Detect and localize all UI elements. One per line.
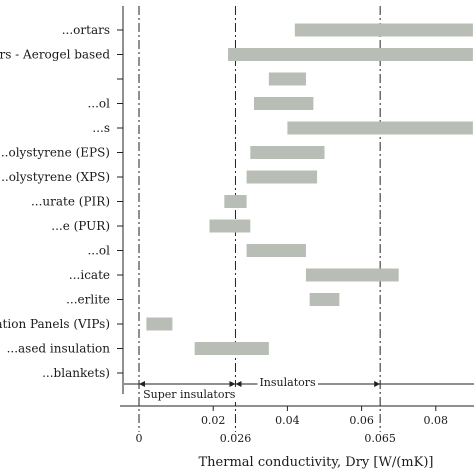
category-label: ...ortars (62, 23, 110, 37)
zone-label: Insulators (259, 376, 316, 389)
range-bar (305, 268, 399, 282)
range-bar (254, 97, 314, 110)
range-bar (250, 146, 325, 159)
x-tick-label: 0.04 (275, 414, 300, 427)
category-label: ...s (92, 121, 110, 135)
range-bar (246, 170, 318, 184)
zone-arrowhead (374, 381, 381, 387)
x-tick-label: 0.06 (349, 414, 374, 427)
range-bar (224, 195, 247, 208)
zone-label: Super insulators (143, 388, 236, 401)
range-bar (268, 72, 306, 86)
category-label: ...urate (PIR) (31, 195, 110, 209)
category-label: ...olystyrene (XPS) (0, 170, 110, 184)
x-axis: 0.02 0.04 0.06 0.08 0 0.026 0.065 (120, 405, 474, 445)
range-bar (194, 342, 269, 355)
range-bar (209, 219, 251, 233)
x-tick-label: 0.02 (201, 414, 226, 427)
range-bar (146, 317, 173, 331)
category-labels: ...ortars ...ortars - Aerogel based ...ol.… (0, 6, 124, 394)
zone-arrowhead (235, 381, 242, 387)
x-reference-label: 0.065 (364, 432, 396, 445)
zone-arrowhead (229, 381, 236, 387)
category-label: ...sulation Panels (VIPs) (0, 317, 110, 331)
category-label: ...ol (87, 244, 110, 258)
category-label: ...e (PUR) (51, 219, 110, 233)
range-bar (294, 23, 473, 37)
zone-label-bg (257, 375, 318, 390)
x-tick-label: 0.08 (424, 414, 449, 427)
category-label: ...blankets) (42, 366, 110, 380)
category-label: ...ased insulation (7, 342, 111, 356)
range-bar (287, 121, 473, 135)
zone-annotations: Super insulators Insulators (124, 375, 474, 402)
x-reference-label: 0.026 (220, 432, 252, 445)
category-label: ...ol (87, 97, 110, 111)
x-reference-label: 0 (136, 432, 143, 445)
range-bar (228, 48, 473, 61)
reference-lines (138, 6, 381, 432)
zone-label-bg (141, 387, 238, 402)
x-axis-label: Thermal conductivity, Dry [W/(mK)] (199, 455, 434, 470)
range-bar (246, 244, 306, 257)
category-label: ...ortars - Aerogel based (0, 48, 110, 62)
zone-arrowhead (139, 381, 145, 387)
category-label: ...olystyrene (EPS) (0, 146, 110, 160)
category-label: ...erlite (66, 293, 110, 307)
category-label: ...icate (69, 268, 110, 282)
range-bar (309, 293, 340, 306)
range-bars (146, 23, 473, 355)
